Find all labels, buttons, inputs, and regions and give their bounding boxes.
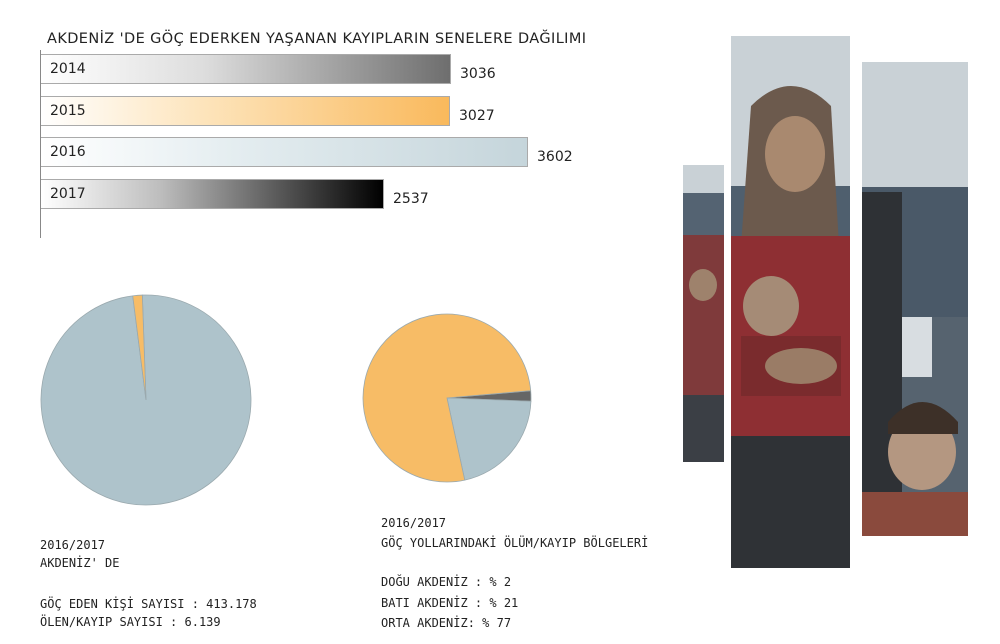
photo-strip-right-image xyxy=(862,62,968,536)
right-caption-title: GÖÇ YOLLARINDAKİ ÖLÜM/KAYIP BÖLGELERİ xyxy=(381,536,649,550)
bar-2016 xyxy=(41,137,528,167)
right-caption-east: DOĞU AKDENİZ : % 2 xyxy=(381,575,512,589)
left-caption-deaths: ÖLEN/KAYIP SAYISI : 6.139 xyxy=(40,615,221,629)
bar-value-2015: 3027 xyxy=(459,108,495,124)
left-caption-migrants: GÖÇ EDEN KİŞİ SAYISI : 413.178 xyxy=(40,597,257,611)
pie-slice-orta-akdeni-z xyxy=(362,313,532,483)
bar-value-2016: 3602 xyxy=(537,149,573,165)
bar-label-2015: 2015 xyxy=(50,103,86,119)
pie-chart-mediterranean xyxy=(40,294,252,506)
bar-value-2014: 3036 xyxy=(460,66,496,82)
bar-label-2014: 2014 xyxy=(50,61,86,77)
photo-strip-center xyxy=(731,36,850,568)
right-caption-year: 2016/2017 xyxy=(381,516,447,530)
photo-strip-center-image xyxy=(731,36,850,568)
bar-value-2017: 2537 xyxy=(393,191,429,207)
bar-label-2017: 2017 xyxy=(50,186,86,202)
bar-chart-axis xyxy=(40,50,41,238)
bar-2014 xyxy=(41,54,451,84)
photo-strip-right xyxy=(862,62,968,536)
pie-chart-routes xyxy=(362,313,532,483)
right-caption-central: ORTA AKDENİZ: % 77 xyxy=(381,616,512,630)
photo-strip-left xyxy=(683,165,724,462)
chart-title: AKDENİZ 'DE GÖÇ EDERKEN YAŞANAN KAYIPLAR… xyxy=(47,31,587,47)
bar-2017 xyxy=(41,179,384,209)
left-caption-year: 2016/2017 xyxy=(40,538,106,552)
photo-strip-left-image xyxy=(683,165,724,462)
pie-slice--len-kayip xyxy=(132,294,147,401)
right-caption-west: BATI AKDENİZ : % 21 xyxy=(381,596,519,610)
left-caption-title: AKDENİZ' DE xyxy=(40,556,120,570)
bar-label-2016: 2016 xyxy=(50,144,86,160)
bar-2015 xyxy=(41,96,450,126)
pie-slice-bati-akdeni-z xyxy=(446,397,532,481)
